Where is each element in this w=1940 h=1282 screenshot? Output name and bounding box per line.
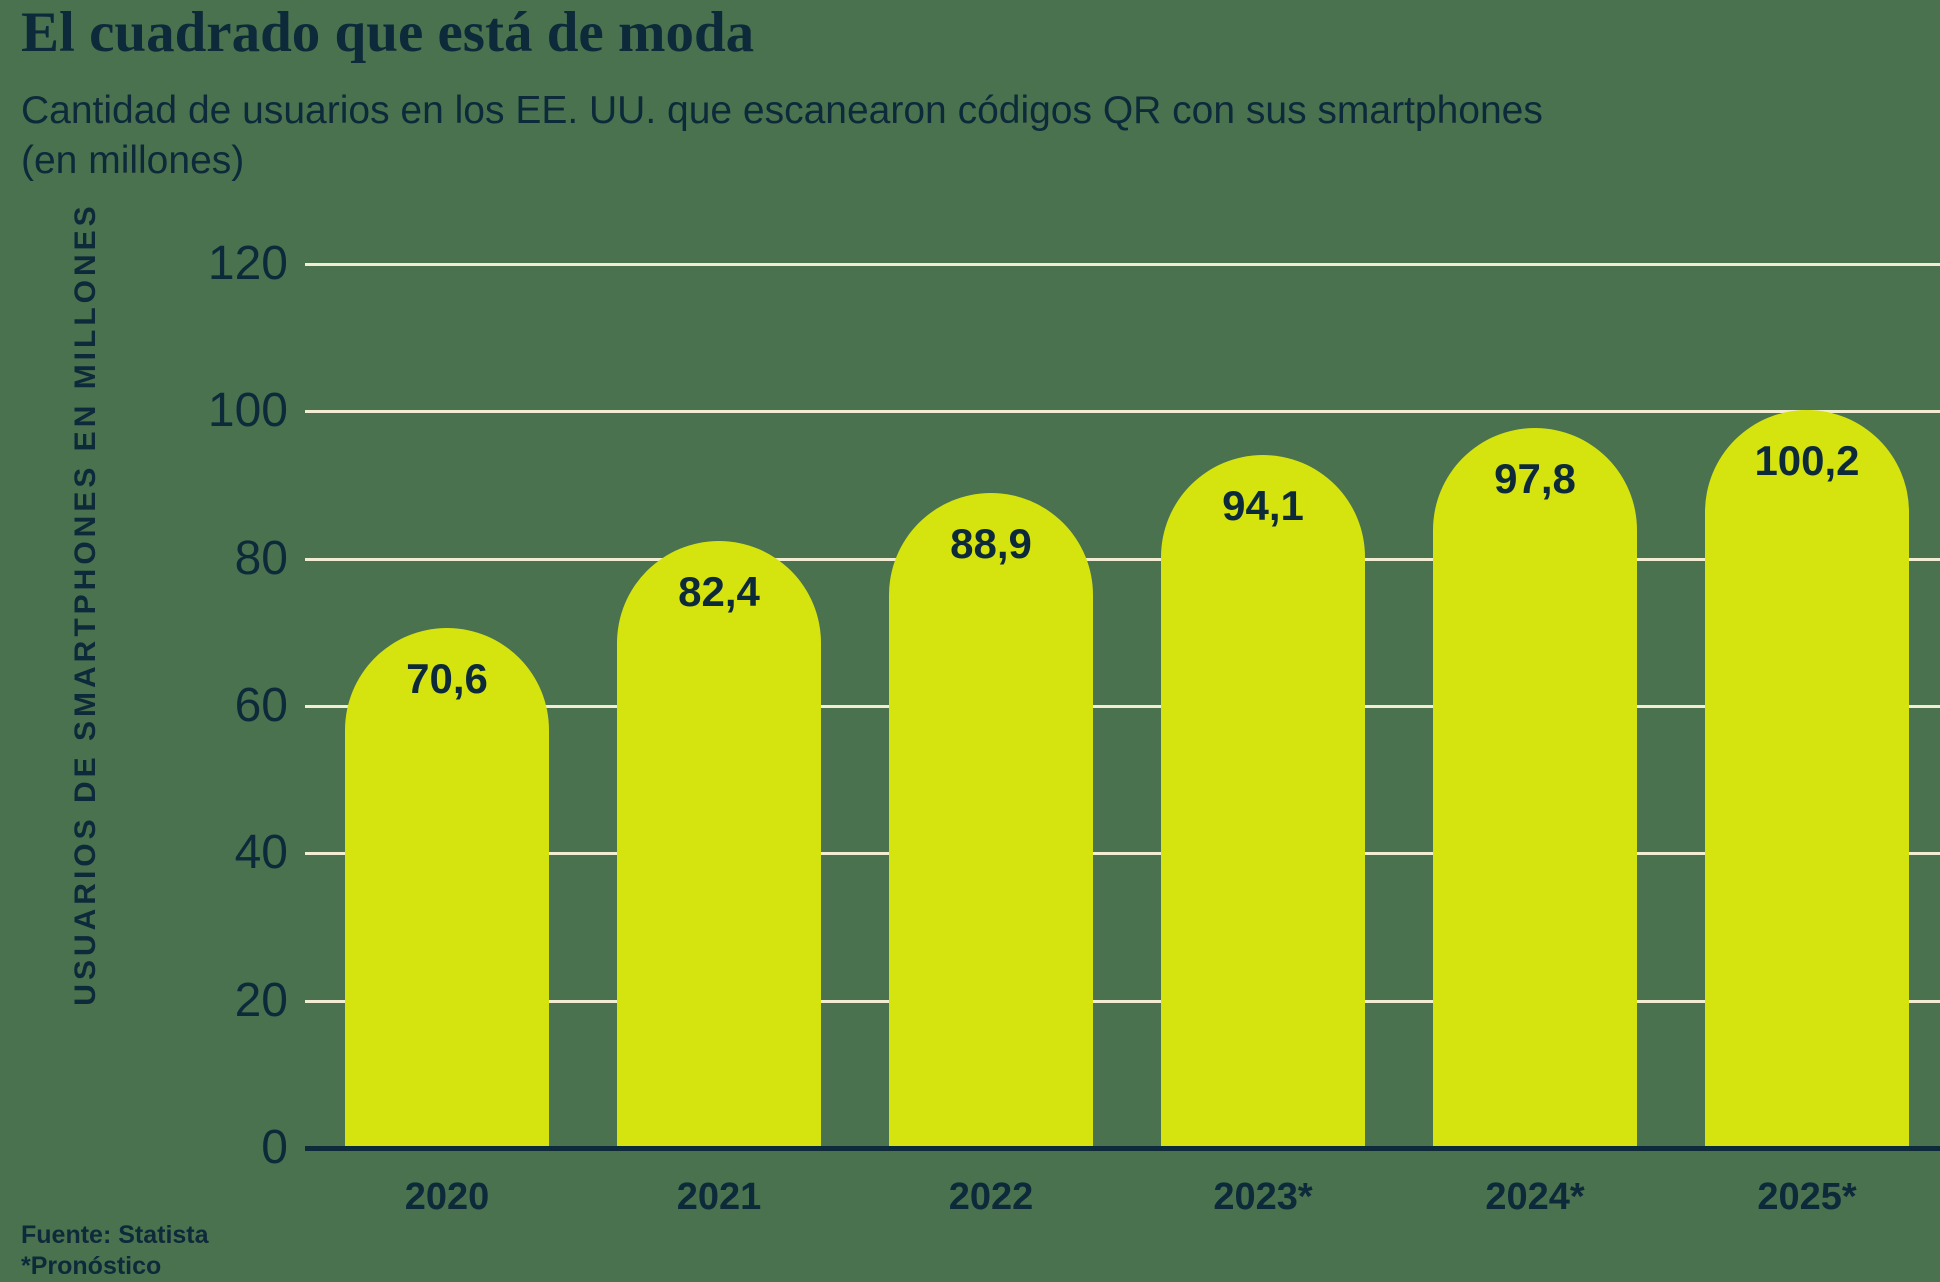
x-tick-label-2025: 2025* (1757, 1176, 1857, 1218)
gridline-100 (305, 410, 1940, 414)
source-note: Fuente: Statista (21, 1221, 209, 1249)
y-tick-label-120: 120 (207, 237, 288, 290)
page-title: El cuadrado que está de moda (21, 1, 755, 64)
bar-value-label: 94,1 (1222, 481, 1304, 529)
bar-2024: 97,8 (1433, 427, 1637, 1148)
gridline-80 (305, 557, 1940, 561)
bar-2023: 94,1 (1161, 454, 1365, 1148)
bar-value-label: 88,9 (950, 520, 1032, 568)
bar-2025: 100,2 (1705, 409, 1909, 1148)
y-tick-label-40: 40 (234, 826, 288, 880)
bar-value-label: 97,8 (1494, 454, 1576, 502)
x-tick-label-2020: 2020 (404, 1176, 490, 1218)
gridline-40 (305, 852, 1940, 856)
y-tick-label-0: 0 (261, 1121, 288, 1174)
y-tick-label-20: 20 (234, 973, 288, 1027)
forecast-note: *Pronóstico (21, 1252, 162, 1280)
bar-value-label: 100,2 (1754, 436, 1860, 484)
bar-value-label: 70,6 (406, 654, 488, 702)
y-tick-label-80: 80 (234, 531, 288, 585)
chart-footer: Fuente: Statista *Pronóstico (21, 1220, 209, 1282)
y-tick-label-60: 60 (234, 679, 288, 732)
x-tick-label-2024: 2024* (1485, 1176, 1585, 1218)
x-tick-label-2022: 2022 (948, 1176, 1034, 1218)
x-tick-label-2021: 2021 (676, 1176, 762, 1218)
y-tick-label-100: 100 (207, 384, 288, 438)
x-axis-line (305, 1146, 1940, 1151)
gridline-60 (305, 705, 1940, 708)
bar-value-label: 82,4 (678, 567, 760, 615)
gridline-20 (305, 999, 1940, 1003)
bar-2021: 82,4 (617, 540, 821, 1148)
bar-2022: 88,9 (889, 493, 1093, 1148)
x-tick-label-2023: 2023* (1213, 1176, 1313, 1218)
bar-2020: 70,6 (345, 627, 549, 1148)
gridline-120 (305, 263, 1940, 266)
chart-subtitle: Cantidad de usuarios en los EE. UU. que … (21, 89, 1543, 182)
